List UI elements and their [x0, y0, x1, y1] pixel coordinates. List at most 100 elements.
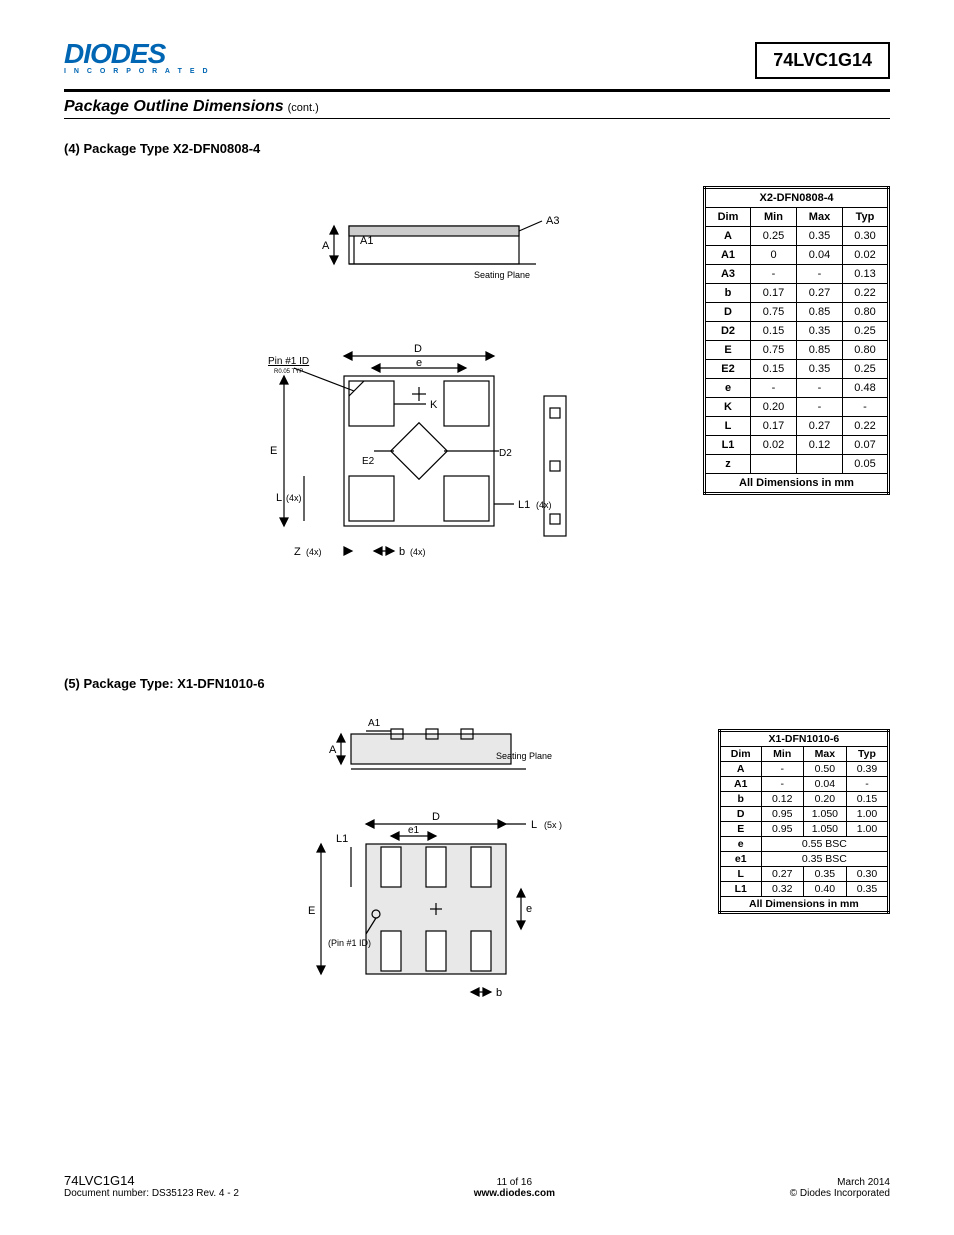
table-row: K0.20-- — [705, 398, 889, 417]
table-cell: K — [705, 398, 751, 417]
table-cell: e1 — [719, 852, 761, 867]
table-cell: 0.35 — [847, 882, 889, 897]
table-cell: 1.050 — [803, 807, 846, 822]
lbl-E2: E2 — [362, 456, 375, 467]
table-cell: 1.050 — [803, 822, 846, 837]
table-cell: 0.39 — [847, 762, 889, 777]
lbl5-pin1: (Pin #1 ID) — [328, 938, 371, 948]
table-cell: z — [705, 455, 751, 474]
table-cell: 1.00 — [847, 822, 889, 837]
table-cell: 0.07 — [843, 436, 889, 455]
lbl-K: K — [430, 399, 438, 411]
table-cell: 0.85 — [797, 303, 843, 322]
section-title: Package Outline Dimensions — [64, 98, 284, 116]
table-cell: A — [719, 762, 761, 777]
col-header: Dim — [719, 747, 761, 762]
pkg5-heading: (5) Package Type: X1-DFN1010-6 — [64, 676, 890, 691]
table-cell: - — [843, 398, 889, 417]
table-cell: E — [705, 341, 751, 360]
table-cell: A1 — [719, 777, 761, 792]
footer-copy: © Diodes Incorporated — [790, 1188, 890, 1199]
footer-right: March 2014 © Diodes Incorporated — [790, 1177, 890, 1199]
lbl-b: b — [399, 546, 405, 558]
table-cell: 0.80 — [843, 341, 889, 360]
lbl-D: D — [414, 343, 422, 355]
table-cell: D — [719, 807, 761, 822]
table-cell: E2 — [705, 360, 751, 379]
table-row: D0.750.850.80 — [705, 303, 889, 322]
lbl-seating: Seating Plane — [474, 270, 530, 280]
table-row: L0.270.350.30 — [719, 867, 888, 882]
lbl-A: A — [322, 240, 330, 252]
table-cell: - — [797, 379, 843, 398]
table-row: E20.150.350.25 — [705, 360, 889, 379]
pkg4-footer-row: All Dimensions in mm — [705, 474, 889, 494]
table-cell: e — [719, 837, 761, 852]
col-header: Min — [751, 208, 797, 227]
pkg5-svg: A A1 Seating Plane — [196, 709, 566, 1019]
pkg5-block: A A1 Seating Plane — [64, 709, 890, 1019]
table-row: b0.170.270.22 — [705, 284, 889, 303]
lbl-E: E — [270, 445, 277, 457]
table-row: z0.05 — [705, 455, 889, 474]
col-header: Min — [761, 747, 803, 762]
table-cell: 0.25 — [751, 227, 797, 246]
table-cell: 0.04 — [797, 246, 843, 265]
lbl-Z: Z — [294, 546, 301, 558]
pkg4-svg: A A1 A3 Seating Plane — [174, 186, 574, 606]
table-row: A1-0.04- — [719, 777, 888, 792]
col-header: Max — [803, 747, 846, 762]
table-cell: 0.04 — [803, 777, 846, 792]
lbl5-L: L — [531, 819, 537, 831]
table-row: L0.170.270.22 — [705, 417, 889, 436]
section-cont: (cont.) — [288, 102, 319, 114]
table-row: e0.55 BSC — [719, 837, 888, 852]
col-header: Max — [797, 208, 843, 227]
col-header: Typ — [843, 208, 889, 227]
table-cell: 0.32 — [761, 882, 803, 897]
lbl-b4x: (4x) — [410, 547, 426, 557]
table-cell: 0 — [751, 246, 797, 265]
footer-page: 11 of 16 — [474, 1177, 555, 1188]
col-header: Dim — [705, 208, 751, 227]
table-cell: 0.12 — [761, 792, 803, 807]
logo: DIODES I N C O R P O R A T E D — [64, 38, 211, 75]
footer-part: 74LVC1G14 — [64, 1173, 239, 1188]
lbl-A1: A1 — [360, 235, 373, 247]
table-cell: 0.48 — [843, 379, 889, 398]
header: DIODES I N C O R P O R A T E D 74LVC1G14 — [64, 38, 890, 79]
table-row: e10.35 BSC — [719, 852, 888, 867]
section-rule — [64, 118, 890, 119]
table-cell — [751, 455, 797, 474]
table-cell: 0.35 — [797, 322, 843, 341]
table-cell: b — [705, 284, 751, 303]
table-cell: 0.35 — [797, 227, 843, 246]
lbl5-seating: Seating Plane — [496, 751, 552, 761]
table-cell: - — [751, 379, 797, 398]
table-cell: 0.80 — [843, 303, 889, 322]
table-cell: 0.50 — [803, 762, 846, 777]
pkg5-footer-row: All Dimensions in mm — [719, 897, 888, 913]
table-cell: - — [761, 777, 803, 792]
lbl5-A: A — [329, 744, 337, 756]
table-cell: 0.27 — [761, 867, 803, 882]
table-cell: 0.35 — [797, 360, 843, 379]
table-cell: A3 — [705, 265, 751, 284]
table-cell: e — [705, 379, 751, 398]
table-cell: 0.02 — [843, 246, 889, 265]
section-title-row: Package Outline Dimensions (cont.) — [64, 98, 890, 116]
table-cell: 0.15 — [751, 360, 797, 379]
table-cell: 0.85 — [797, 341, 843, 360]
table-cell: 0.30 — [847, 867, 889, 882]
table-cell: b — [719, 792, 761, 807]
table-row: A-0.500.39 — [719, 762, 888, 777]
table-cell: 0.55 BSC — [761, 837, 888, 852]
table-cell: L — [719, 867, 761, 882]
table-row: A0.250.350.30 — [705, 227, 889, 246]
table-cell: 0.15 — [847, 792, 889, 807]
lbl5-E: E — [308, 905, 315, 917]
table-cell: 0.27 — [797, 417, 843, 436]
logo-sub: I N C O R P O R A T E D — [64, 68, 211, 75]
footer-doc: Document number: DS35123 Rev. 4 - 2 — [64, 1188, 239, 1199]
lbl-e: e — [416, 357, 422, 369]
